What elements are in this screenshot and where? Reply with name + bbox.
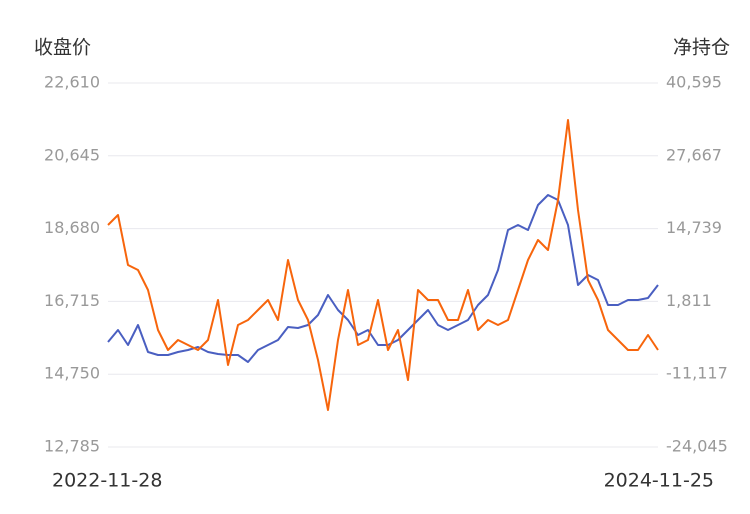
x-tick-label: 2022-11-28 [52, 470, 162, 492]
y2-tick-label: 14,739 [666, 218, 722, 237]
y2-tick-label: 1,811 [666, 291, 712, 310]
y-tick-label: 12,785 [44, 437, 100, 456]
x-tick-label: 2024-11-25 [604, 470, 714, 492]
y-tick-label: 18,680 [44, 218, 100, 237]
y-tick-label: 20,645 [44, 145, 100, 164]
series-line [107, 119, 659, 411]
y-tick-label: 16,715 [44, 291, 100, 310]
y2-tick-label: -11,117 [666, 364, 728, 383]
y-tick-label: 14,750 [44, 364, 100, 383]
y2-axis-title: 净持仓 [673, 37, 730, 59]
series-line [107, 194, 659, 363]
y2-tick-label: 27,667 [666, 145, 722, 164]
y2-tick-label: 40,595 [666, 73, 722, 92]
y-tick-label: 22,610 [44, 73, 100, 92]
y2-tick-label: -24,045 [666, 437, 728, 456]
y-axis-title: 收盘价 [34, 37, 91, 59]
